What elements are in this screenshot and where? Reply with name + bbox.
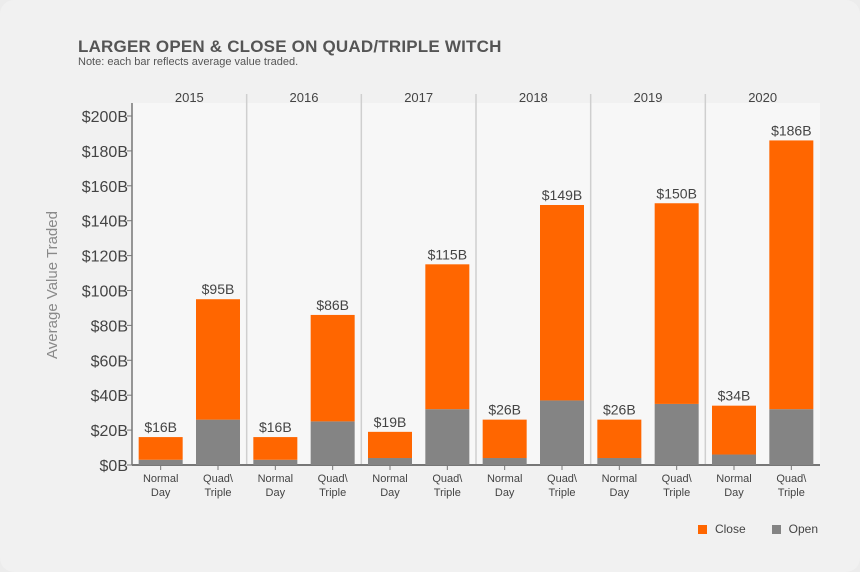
y-tick-label: $140B: [82, 214, 128, 231]
bar-close: [425, 264, 470, 410]
bar-total-label: $115B: [428, 246, 467, 262]
y-tick-label: $120B: [82, 249, 128, 266]
y-tick-label: $100B: [82, 284, 128, 301]
y-tick-label: $20B: [91, 423, 128, 440]
bar-total-label: $86B: [316, 297, 349, 313]
y-tick-label: $180B: [82, 144, 128, 161]
bar-close: [712, 405, 756, 455]
bar-close: [654, 203, 699, 404]
x-tick-label-line2: Day: [151, 487, 171, 499]
bar-open: [310, 421, 355, 465]
bar-total-label: $26B: [603, 402, 636, 418]
bar-open: [654, 403, 699, 465]
x-tick-label-line1: Quad\: [318, 473, 349, 485]
bar-open: [253, 459, 298, 465]
x-tick-label-line2: Triple: [663, 487, 690, 499]
x-tick-label-line1: Normal: [602, 473, 637, 485]
legend-item-open: Open: [771, 522, 818, 536]
y-axis-title: Average Value Traded: [44, 211, 61, 359]
bar-close: [253, 437, 298, 460]
legend-label-close: Close: [714, 522, 746, 536]
y-tick-label: $0B: [100, 458, 128, 475]
bar-open: [482, 458, 527, 465]
y-tick-label: $40B: [91, 388, 128, 405]
x-tick-label-line1: Quad\: [432, 473, 463, 485]
x-tick-label-line2: Triple: [319, 487, 346, 499]
bar-total-label: $149B: [542, 187, 582, 203]
bar-total-label: $150B: [656, 185, 696, 201]
bar-total-label: $95B: [202, 281, 235, 297]
legend-swatch-close: [697, 524, 707, 534]
x-tick-label-line2: Day: [610, 487, 630, 499]
x-tick-label-line1: Normal: [372, 473, 407, 485]
x-tick-label-line1: Normal: [716, 473, 751, 485]
bar-close: [769, 140, 814, 410]
x-tick-label-line1: Normal: [258, 473, 293, 485]
facet-label-2018: 2018: [519, 90, 548, 105]
bar-close: [368, 431, 412, 459]
bar-close: [597, 419, 642, 459]
x-tick-label-line2: Triple: [778, 487, 805, 499]
x-tick-label-line2: Day: [724, 487, 744, 499]
bar-open: [368, 458, 412, 465]
y-tick-label: $200B: [82, 109, 128, 126]
bar-open: [196, 419, 240, 465]
x-tick-label-line2: Day: [266, 487, 286, 499]
x-tick-label-line1: Quad\: [776, 473, 807, 485]
y-tick-label: $80B: [91, 318, 128, 335]
bar-total-label: $19B: [374, 414, 407, 430]
facet-label-2016: 2016: [290, 90, 319, 105]
bar-close: [138, 437, 183, 460]
chart-title: LARGER OPEN & CLOSE ON QUAD/TRIPLE WITCH: [78, 37, 502, 56]
x-tick-label-line2: Triple: [204, 487, 231, 499]
bar-total-label: $26B: [488, 402, 521, 418]
facet-label-2017: 2017: [404, 90, 433, 105]
y-tick-label: $160B: [82, 179, 128, 196]
bar-total-label: $186B: [771, 122, 811, 138]
bar-close: [540, 204, 584, 401]
bar-close: [482, 419, 527, 459]
x-tick-label-line1: Quad\: [547, 473, 578, 485]
bar-open: [425, 409, 470, 465]
y-tick-label: $60B: [91, 353, 128, 370]
x-tick-label-line2: Triple: [434, 487, 461, 499]
x-tick-label-line2: Day: [495, 487, 515, 499]
legend-label-open: Open: [788, 522, 818, 536]
bar-open: [138, 459, 183, 465]
bar-close: [310, 314, 355, 422]
x-tick-label-line1: Quad\: [203, 473, 234, 485]
bar-open: [712, 454, 756, 465]
legend: Close Open: [680, 522, 818, 536]
facet-label-2015: 2015: [175, 90, 204, 105]
x-tick-label-line2: Day: [380, 487, 400, 499]
legend-item-close: Close: [697, 522, 746, 536]
x-tick-label-line1: Quad\: [662, 473, 693, 485]
facet-label-2020: 2020: [748, 90, 777, 105]
bar-open: [597, 458, 642, 465]
bar-total-label: $34B: [718, 388, 751, 404]
bar-total-label: $16B: [259, 419, 292, 435]
chart-subtitle: Note: each bar reflects average value tr…: [78, 56, 299, 68]
x-tick-label-line1: Normal: [487, 473, 522, 485]
x-tick-label-line1: Normal: [143, 473, 178, 485]
legend-swatch-open: [771, 524, 781, 534]
bar-open: [540, 400, 584, 465]
bar-close: [196, 299, 240, 420]
facet-label-2019: 2019: [634, 90, 663, 105]
bar-open: [769, 409, 814, 465]
bar-total-label: $16B: [144, 419, 177, 435]
x-tick-label-line2: Triple: [548, 487, 575, 499]
